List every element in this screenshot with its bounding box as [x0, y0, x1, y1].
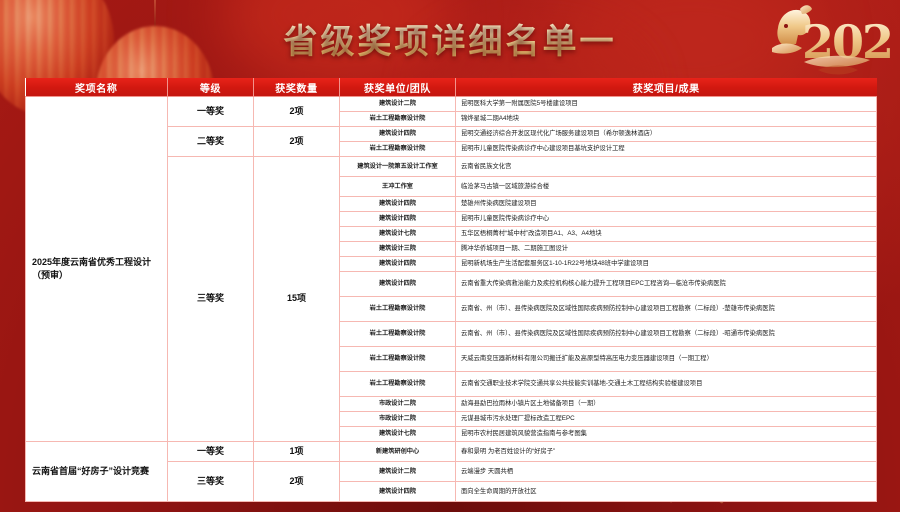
page-title: 省级奖项详细名单一 [0, 14, 900, 63]
cell-project: 元谋县城市污水处理厂提标改造工程EPC [455, 411, 877, 427]
cell-level: 三等奖 [167, 156, 254, 442]
cell-project: 昆明市儿童医院传染病诊疗中心 [455, 211, 877, 227]
table-row: 三等奖 2项 建筑设计二院 云端漫步 天圆共栖 [26, 461, 877, 502]
cell-project: 临沧茅马古镇一区域旅游综合楼 [455, 176, 877, 197]
cell-unit: 建筑设计四院 [339, 126, 456, 142]
cell-project: 锦烨星城二期A4地块 [455, 111, 877, 127]
cell-unit: 建筑设计二院 [339, 461, 456, 482]
cell-level: 二等奖 [167, 126, 254, 157]
cell-project: 昆明市儿童医院传染病诊疗中心建设项目基坑支护设计工程 [455, 141, 877, 157]
table-row: 岩土工程勘察设计院 云南省交通职业技术学院交通共享公共技能实训基地-交通土木工程… [26, 371, 877, 397]
cell-project: 云南省重大传染病救治能力及疾控机构核心能力提升工程项目EPC工程咨询—临沧市传染… [455, 271, 877, 297]
cell-count: 2项 [253, 461, 340, 502]
cell-project: 云南省交通职业技术学院交通共享公共技能实训基地-交通土木工程结构实验楼建设项目 [455, 371, 877, 397]
cell-award-name: 云南省首届“好房子”设计竞赛 [25, 441, 168, 502]
cell-unit: 岩土工程勘察设计院 [339, 346, 456, 372]
cell-project: 楚雄州传染病医院建设项目 [455, 196, 877, 212]
table-header-row: 奖项名称 等级 获奖数量 获奖单位/团队 获奖项目/成果 [25, 78, 877, 97]
lantern-string [154, 0, 156, 28]
table-row: 岩土工程勘察设计院 云南省、州（市）、县传染病医院及区域性国际疾病预防控制中心建… [26, 321, 877, 347]
cell-unit: 新建筑研创中心 [339, 441, 456, 462]
cell-unit: 建筑设计七院 [339, 426, 456, 442]
cell-count: 15项 [253, 156, 340, 442]
table-row: 建筑设计三院 腾冲华侨城项目一期、二期施工图设计 [26, 241, 877, 257]
table-row: 岩土工程勘察设计院 锦烨星城二期A4地块 [26, 111, 877, 127]
cell-project: 昆明交通经济综合开发区现代化广场服务建设项目（希尔顿逸林酒店） [455, 126, 877, 142]
cell-project: 昆明医科大学第一附属医院5号楼建设项目 [455, 96, 877, 112]
cell-project: 腾冲华侨城项目一期、二期施工图设计 [455, 241, 877, 257]
cell-unit: 建筑设计三院 [339, 241, 456, 257]
cell-project: 云南省、州（市）、县传染病医院及区域性国际疾病预防控制中心建设项目工程勘察（二标… [455, 296, 877, 322]
cell-count: 2项 [253, 126, 340, 157]
year-2026-horse-emblem: 2026 [758, 2, 890, 82]
cell-unit: 岩土工程勘察设计院 [339, 371, 456, 397]
cell-project: 云端漫步 天圆共栖 [455, 461, 877, 482]
cell-project: 天威云南变压器新材料有限公司搬迁扩能及高原型特高压电力变压器建设项目（一期工程） [455, 346, 877, 372]
cell-project: 云南省民族文化宫 [455, 156, 877, 177]
cell-count: 2项 [253, 96, 340, 127]
cell-unit: 建筑设计四院 [339, 481, 456, 502]
cell-unit: 建筑设计七院 [339, 226, 456, 242]
cell-count: 1项 [253, 441, 340, 462]
cell-unit: 岩土工程勘察设计院 [339, 111, 456, 127]
header-unit: 获奖单位/团队 [339, 78, 456, 97]
cell-project: 云南省、州（市）、县传染病医院及区域性国际疾病预防控制中心建设项目工程勘察（二标… [455, 321, 877, 347]
cell-unit: 建筑设计二院 [339, 96, 456, 112]
cell-unit: 岩土工程勘察设计院 [339, 321, 456, 347]
award-table-body: 2025年度云南省优秀工程设计（预审） 一等奖 2项 建筑设计二院 昆明医科大学… [25, 96, 877, 502]
cell-award-name: 2025年度云南省优秀工程设计（预审） [25, 96, 168, 442]
table-row: 建筑设计七院 昆明市农村民居建筑风貌营造指南与参考图集 [26, 426, 877, 442]
table-row: 岩土工程勘察设计院 天威云南变压器新材料有限公司搬迁扩能及高原型特高压电力变压器… [26, 346, 877, 372]
cell-unit: 市政设计二院 [339, 396, 456, 412]
table-row: 二等奖 2项 建筑设计四院 昆明交通经济综合开发区现代化广场服务建设项目（希尔顿… [26, 126, 877, 157]
cell-project: 面向全生命周期的开放社区 [455, 481, 877, 502]
cell-unit: 市政设计二院 [339, 411, 456, 427]
cell-level: 一等奖 [167, 96, 254, 127]
header-level: 等级 [167, 78, 254, 97]
header-count: 获奖数量 [253, 78, 340, 97]
cell-project: 春和景明 为老百姓设计的“好房子” [455, 441, 877, 462]
table-row: 三等奖 15项 建筑设计一院第五设计工作室 云南省民族文化宫 [26, 156, 877, 442]
table-row: 市政设计二院 勐海县勐巴拉雨林小镇片区土地储备项目（一期） [26, 396, 877, 412]
table-row: 建筑设计四院 面向全生命周期的开放社区 [26, 481, 877, 502]
table-row: 建筑设计四院 昆明新机场生产生活配套服务区1-10-1R22号地块48班中学建设… [26, 256, 877, 272]
cell-unit: 建筑设计四院 [339, 256, 456, 272]
table-row: 建筑设计四院 楚雄州传染病医院建设项目 [26, 196, 877, 212]
table-row: 岩土工程勘察设计院 云南省、州（市）、县传染病医院及区域性国际疾病预防控制中心建… [26, 296, 877, 322]
cell-project: 勐海县勐巴拉雨林小镇片区土地储备项目（一期） [455, 396, 877, 412]
cell-project: 昆明市农村民居建筑风貌营造指南与参考图集 [455, 426, 877, 442]
table-row: 2025年度云南省优秀工程设计（预审） 一等奖 2项 建筑设计二院 昆明医科大学… [25, 96, 877, 442]
cell-unit: 王冲工作室 [339, 176, 456, 197]
cell-level: 三等奖 [167, 461, 254, 502]
cell-project: 昆明新机场生产生活配套服务区1-10-1R22号地块48班中学建设项目 [455, 256, 877, 272]
cell-level: 一等奖 [167, 441, 254, 462]
award-table: 奖项名称 等级 获奖数量 获奖单位/团队 获奖项目/成果 2025年度云南省优秀… [25, 78, 877, 502]
cell-project: 五华区梧桐菁村“城中村”改造项目A1、A3、A4地块 [455, 226, 877, 242]
table-row: 市政设计二院 元谋县城市污水处理厂提标改造工程EPC [26, 411, 877, 427]
cell-unit: 建筑设计四院 [339, 211, 456, 227]
header-award-name: 奖项名称 [25, 78, 168, 97]
cell-unit: 建筑设计一院第五设计工作室 [339, 156, 456, 177]
cell-unit: 建筑设计四院 [339, 271, 456, 297]
cell-unit: 建筑设计四院 [339, 196, 456, 212]
cell-unit: 岩土工程勘察设计院 [339, 296, 456, 322]
award-table-container: 奖项名称 等级 获奖数量 获奖单位/团队 获奖项目/成果 2025年度云南省优秀… [25, 78, 877, 502]
header-project: 获奖项目/成果 [455, 78, 877, 97]
table-row: 云南省首届“好房子”设计竞赛 一等奖 1项 新建筑研创中心 春和景明 为老百姓设… [25, 441, 877, 502]
cell-unit: 岩土工程勘察设计院 [339, 141, 456, 157]
